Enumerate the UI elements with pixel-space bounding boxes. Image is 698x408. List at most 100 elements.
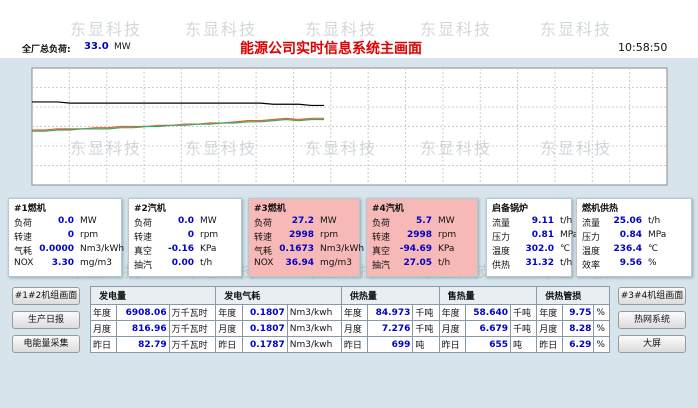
nav-button[interactable]: 热网系统 (618, 311, 686, 329)
nav-button[interactable]: #3#4机组画面 (618, 287, 686, 305)
row-unit: KPa (438, 244, 455, 254)
row-unit: KPa (200, 244, 217, 254)
cell-unit: % (593, 336, 610, 353)
row-value: 3.30 (51, 258, 74, 268)
cell-value: 6908.06 (116, 304, 170, 321)
status-panel (8, 198, 122, 277)
row-label: 温度 (492, 247, 511, 257)
cell-value: 6.29 (562, 336, 595, 353)
cell-value: 8.28 (562, 320, 595, 337)
period-label: 年度 (536, 304, 564, 321)
period-label: 月度 (89, 320, 118, 337)
row-value: 9.11 (531, 216, 554, 226)
cell-unit: 千吨 (510, 320, 538, 337)
row-label: NOX (254, 258, 274, 268)
row-value: 9.56 (619, 258, 642, 268)
header-row: 发电量 发电气耗 供热量 售热量 供热管损 (89, 286, 610, 305)
row-label: 压力 (582, 233, 601, 243)
row-value: 2998 (406, 230, 432, 240)
panel-title: #4汽机 (372, 204, 404, 214)
watermark: 东显科技 (420, 20, 493, 39)
period-label: 月度 (438, 320, 466, 337)
status-panel (366, 198, 478, 277)
load-label: 全厂总负荷: (22, 45, 71, 55)
row-label: 转速 (372, 233, 391, 243)
row-unit: ℃ (560, 244, 571, 254)
nav-button[interactable]: 电能量采集 (12, 335, 80, 353)
nav-button[interactable]: 大屏 (618, 335, 686, 353)
watermark: 东显科技 (420, 139, 493, 158)
load-value: 33.0 (84, 41, 109, 52)
row-label: 气耗 (14, 247, 33, 257)
cell-value: 0.1807 (241, 320, 288, 337)
row-value: -94.69 (399, 244, 432, 254)
row-value: 0.81 (531, 230, 554, 240)
panel-title: 燃机供热 (582, 204, 619, 214)
period-label: 年度 (215, 304, 243, 321)
row-unit: Nm3/kWh (80, 244, 125, 254)
cell-value: 7.276 (367, 320, 414, 337)
cell-value: 655 (464, 336, 512, 353)
row-value: 0.1673 (279, 244, 314, 254)
cell-unit: 万千瓦时 (168, 336, 217, 353)
row-value: 0.84 (619, 230, 642, 240)
row-value: 0.0000 (39, 244, 74, 254)
cell-unit: Nm3/kwh (286, 320, 342, 337)
cell-value: 84.973 (367, 304, 414, 321)
cell-unit: 千吨 (412, 304, 440, 321)
row-label: 供热 (492, 261, 511, 271)
watermark: 东显科技 (185, 20, 258, 39)
cell-value: 82.79 (116, 336, 170, 353)
period-label: 昨日 (536, 336, 564, 353)
row-label: 负荷 (254, 219, 273, 229)
period-label: 昨日 (215, 336, 243, 353)
row-unit: rpm (80, 230, 99, 240)
row-label: 效率 (582, 261, 601, 271)
row-value: 27.05 (403, 258, 432, 268)
row-value: 302.0 (525, 244, 554, 254)
row-label: 流量 (582, 219, 601, 229)
cell-value: 0.1807 (241, 304, 288, 321)
row-label: 真空 (372, 247, 391, 257)
row-value: 236.4 (613, 244, 642, 254)
nav-button[interactable]: #1#2机组画面 (12, 287, 80, 305)
row-label: 气耗 (254, 247, 273, 257)
row-unit: Nm3/kWh (320, 244, 365, 254)
cell-unit: 万千瓦时 (168, 320, 217, 337)
status-panel (248, 198, 360, 277)
row-unit: rpm (438, 230, 457, 240)
column-header: 发电气耗 (215, 286, 342, 305)
row-label: 流量 (492, 219, 511, 229)
row-label: 抽汽 (134, 261, 153, 271)
cell-unit: 吨 (412, 336, 440, 353)
row-unit: rpm (200, 230, 219, 240)
row-value: 36.94 (285, 258, 314, 268)
row-label: 抽汽 (372, 261, 391, 271)
nav-button[interactable]: 生产日报 (12, 311, 80, 329)
row-value: 0 (67, 230, 74, 240)
column-header: 售热量 (438, 286, 538, 305)
period-label: 年度 (89, 304, 118, 321)
cell-value: 0.1787 (241, 336, 288, 353)
row-label: 负荷 (14, 219, 33, 229)
row-unit: MPa (560, 230, 579, 240)
watermark: 东显科技 (540, 20, 613, 39)
row-label: 温度 (582, 247, 601, 257)
cell-value: 9.75 (562, 304, 595, 321)
status-panel (576, 198, 692, 277)
cell-unit: Nm3/kwh (286, 304, 342, 321)
cell-value: 58.640 (464, 304, 512, 321)
table-row: 昨日 82.79 万千瓦时 昨日 0.1787 Nm3/kwh 昨日 699 吨昨日 655 吨昨日… (89, 336, 610, 353)
table-row: 年度 6908.06 万千瓦时 年度 0.1807 Nm3/kwh 年度 84.973 千吨 年度… (89, 304, 610, 321)
cell-value: 816.96 (116, 320, 170, 337)
row-value: 0.0 (178, 216, 194, 226)
watermark: 东显科技 (305, 20, 378, 39)
watermark: 东显科技 (185, 139, 258, 158)
row-label: 转速 (254, 233, 273, 243)
row-unit: t/h (200, 258, 213, 268)
watermark: 东显科技 (70, 20, 143, 39)
stats-table: 发电量 发电气耗 供热量 售热量 供热管损 年度 6908.06 万千瓦时 年度 0.1807 Nm… (89, 286, 610, 353)
period-label: 月度 (536, 320, 564, 337)
